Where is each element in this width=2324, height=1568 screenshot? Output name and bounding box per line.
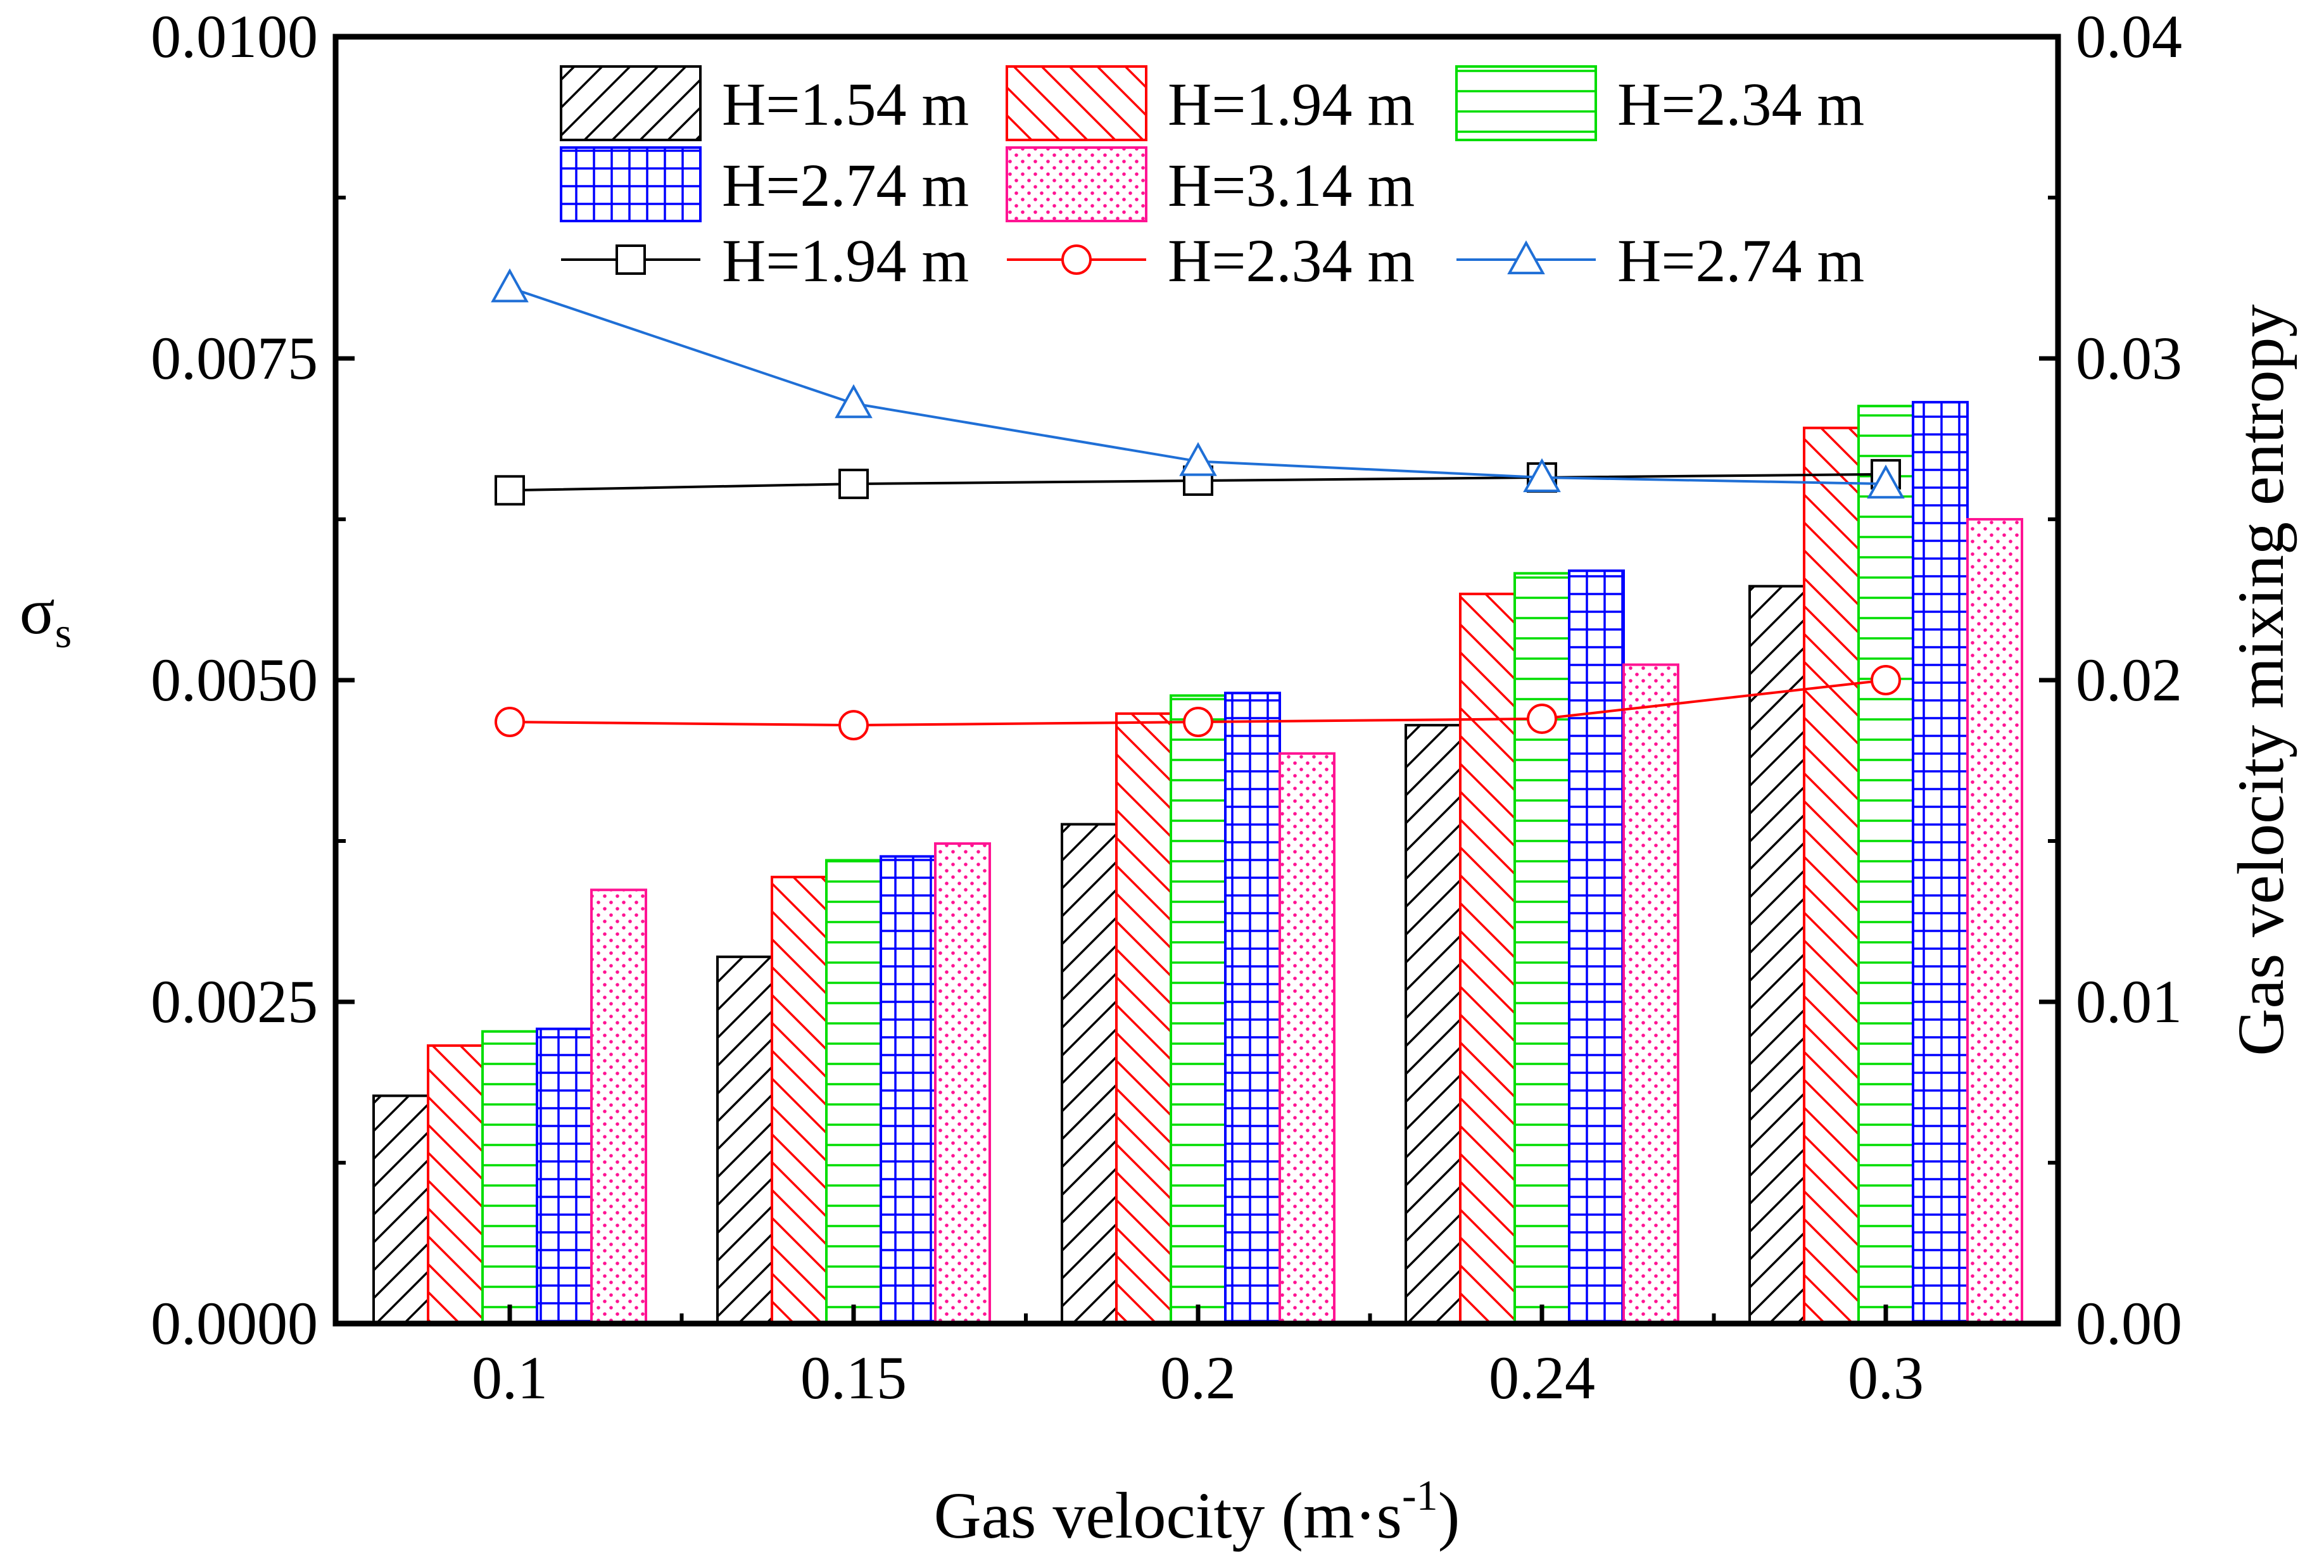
x-tick-label: 0.15 bbox=[800, 1344, 907, 1412]
x-tick-label: 0.1 bbox=[472, 1344, 548, 1412]
left-tick-label: 0.0000 bbox=[151, 1289, 318, 1357]
legend-marker-H-2-74-m bbox=[1507, 240, 1545, 275]
legend-label-bar-H-1-94-m: H=1.94 m bbox=[1168, 70, 1415, 138]
bar-H-1-54-m-0.1 bbox=[372, 1094, 429, 1325]
right-tick-label: 0.04 bbox=[2076, 3, 2182, 70]
marker-H-1-94-m-0.15 bbox=[838, 469, 869, 500]
legend-label-bar-H-2-74-m: H=2.74 m bbox=[722, 151, 969, 219]
legend-label-line-H-2-74-m: H=2.74 m bbox=[1617, 227, 1864, 294]
bar-H-1-54-m-0.3 bbox=[1748, 585, 1805, 1325]
right-tick-label: 0.01 bbox=[2076, 968, 2182, 1035]
marker-H-2-34-m-0.3 bbox=[1871, 665, 1901, 695]
x-tick-label: 0.2 bbox=[1160, 1344, 1236, 1412]
lines-layer bbox=[491, 268, 1905, 741]
left-tick-label: 0.0050 bbox=[151, 646, 318, 714]
bar-H-1-54-m-0.2 bbox=[1061, 823, 1118, 1325]
legend-marker-H-1-94-m bbox=[616, 244, 646, 275]
bar-H-3-14-m-0.15 bbox=[934, 842, 991, 1325]
bar-H-2-34-m-0.1 bbox=[481, 1030, 538, 1325]
right-tick-label: 0.00 bbox=[2076, 1289, 2182, 1357]
marker-H-2-34-m-0.15 bbox=[838, 710, 869, 741]
x-axis-label: Gas velocity (m·s-1) bbox=[934, 1471, 1460, 1552]
x-tick-label: 0.24 bbox=[1489, 1344, 1595, 1412]
marker-H-2-34-m-0.1 bbox=[495, 707, 525, 738]
marker-H-1-94-m-0.1 bbox=[495, 475, 525, 506]
bar-H-1-54-m-0.24 bbox=[1405, 724, 1462, 1325]
legend: H=1.54 m H=1.94 m H=2.34 m H=2.74 m H=3.14 m… bbox=[560, 65, 1864, 294]
legend-label-bar-H-1-54-m: H=1.54 m bbox=[722, 70, 969, 138]
marker-H-2-74-m-0.1 bbox=[491, 268, 529, 303]
bar-H-2-74-m-0.1 bbox=[536, 1027, 593, 1325]
bar-H-2-34-m-0.3 bbox=[1857, 405, 1914, 1325]
marker-H-2-34-m-0.24 bbox=[1527, 703, 1557, 734]
y-axis-label-left: σs bbox=[20, 575, 72, 657]
legend-swatch-bar-H-2-74-m bbox=[560, 146, 702, 222]
bar-H-2-34-m-0.24 bbox=[1513, 572, 1570, 1325]
marker-H-2-74-m-0.2 bbox=[1179, 442, 1217, 476]
legend-swatch-bar-H-1-94-m bbox=[1006, 65, 1147, 141]
legend-swatch-bar-H-2-34-m bbox=[1455, 65, 1597, 141]
bar-H-3-14-m-0.3 bbox=[1966, 518, 2023, 1325]
x-tick-label: 0.3 bbox=[1848, 1344, 1924, 1412]
bar-H-1-94-m-0.1 bbox=[427, 1044, 484, 1325]
bar-H-2-74-m-0.2 bbox=[1224, 692, 1281, 1325]
bar-H-3-14-m-0.1 bbox=[590, 888, 647, 1325]
legend-label-line-H-1-94-m: H=1.94 m bbox=[722, 227, 969, 294]
legend-label-bar-H-3-14-m: H=3.14 m bbox=[1168, 151, 1415, 219]
bar-H-1-94-m-0.24 bbox=[1459, 592, 1516, 1325]
right-tick-label: 0.03 bbox=[2076, 324, 2182, 392]
marker-H-2-34-m-0.2 bbox=[1183, 707, 1213, 738]
legend-label-bar-H-2-34-m: H=2.34 m bbox=[1617, 70, 1864, 138]
legend-marker-H-2-34-m bbox=[1061, 244, 1092, 275]
marker-H-2-74-m-0.24 bbox=[1523, 458, 1561, 493]
axes-layer: 0.0000 0.00 0.0025 0.01 0.0050 0.02 0.0075 0.03… bbox=[151, 3, 2182, 1412]
bars-layer bbox=[372, 401, 2023, 1325]
marker-H-2-74-m-0.15 bbox=[835, 384, 873, 419]
legend-swatch-bar-H-3-14-m bbox=[1006, 146, 1147, 222]
bar-H-1-94-m-0.2 bbox=[1115, 712, 1172, 1325]
legend-swatch-bar-H-1-54-m bbox=[560, 65, 702, 141]
marker-H-2-74-m-0.3 bbox=[1867, 464, 1905, 499]
bar-H-2-74-m-0.3 bbox=[1912, 401, 1969, 1325]
bar-H-3-14-m-0.2 bbox=[1279, 752, 1336, 1325]
legend-label-line-H-2-34-m: H=2.34 m bbox=[1168, 227, 1415, 294]
bar-H-1-94-m-0.15 bbox=[771, 875, 828, 1325]
bar-H-3-14-m-0.24 bbox=[1622, 663, 1679, 1325]
left-tick-label: 0.0025 bbox=[151, 968, 318, 1035]
bar-H-2-34-m-0.2 bbox=[1170, 694, 1227, 1325]
bar-H-2-34-m-0.15 bbox=[825, 859, 882, 1325]
right-tick-label: 0.02 bbox=[2076, 646, 2182, 714]
bar-H-2-74-m-0.15 bbox=[880, 855, 937, 1325]
left-tick-label: 0.0100 bbox=[151, 3, 318, 70]
bar-H-1-94-m-0.3 bbox=[1803, 426, 1860, 1325]
left-tick-label: 0.0075 bbox=[151, 324, 318, 392]
bar-H-2-74-m-0.24 bbox=[1568, 569, 1625, 1325]
bar-H-1-54-m-0.15 bbox=[716, 955, 773, 1325]
y-axis-label-right: Gas velocity mixing entropy bbox=[2225, 304, 2297, 1056]
